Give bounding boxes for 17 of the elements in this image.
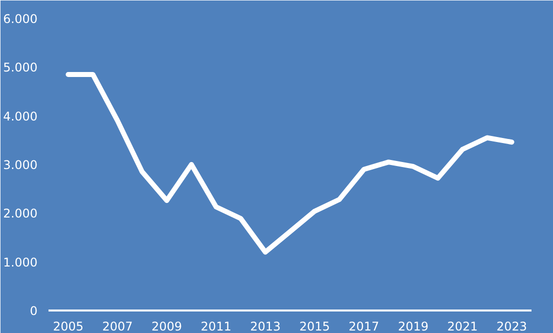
x-tick-label: 2019 (398, 320, 428, 333)
y-tick-label: 3.000 (3, 158, 38, 172)
x-tick-label: 2011 (200, 320, 232, 333)
y-tick-label: 4.000 (3, 109, 38, 124)
x-tick-label: 2015 (299, 320, 330, 333)
y-tick-label: 2.000 (3, 206, 38, 221)
x-tick-label: 2009 (152, 320, 182, 333)
y-tick-label: 6.000 (3, 12, 38, 26)
x-tick-label: 2023 (496, 320, 528, 333)
x-tick-label: 2017 (348, 320, 380, 333)
y-tick-label: 0 (30, 304, 38, 318)
y-tick-label: 1.000 (3, 255, 38, 270)
y-tick-label: 5.000 (3, 60, 38, 75)
x-tick-label: 2005 (52, 320, 84, 333)
x-tick-label: 2021 (447, 320, 478, 333)
x-tick-label: 2007 (102, 320, 133, 333)
x-tick-label: 2013 (250, 320, 281, 333)
